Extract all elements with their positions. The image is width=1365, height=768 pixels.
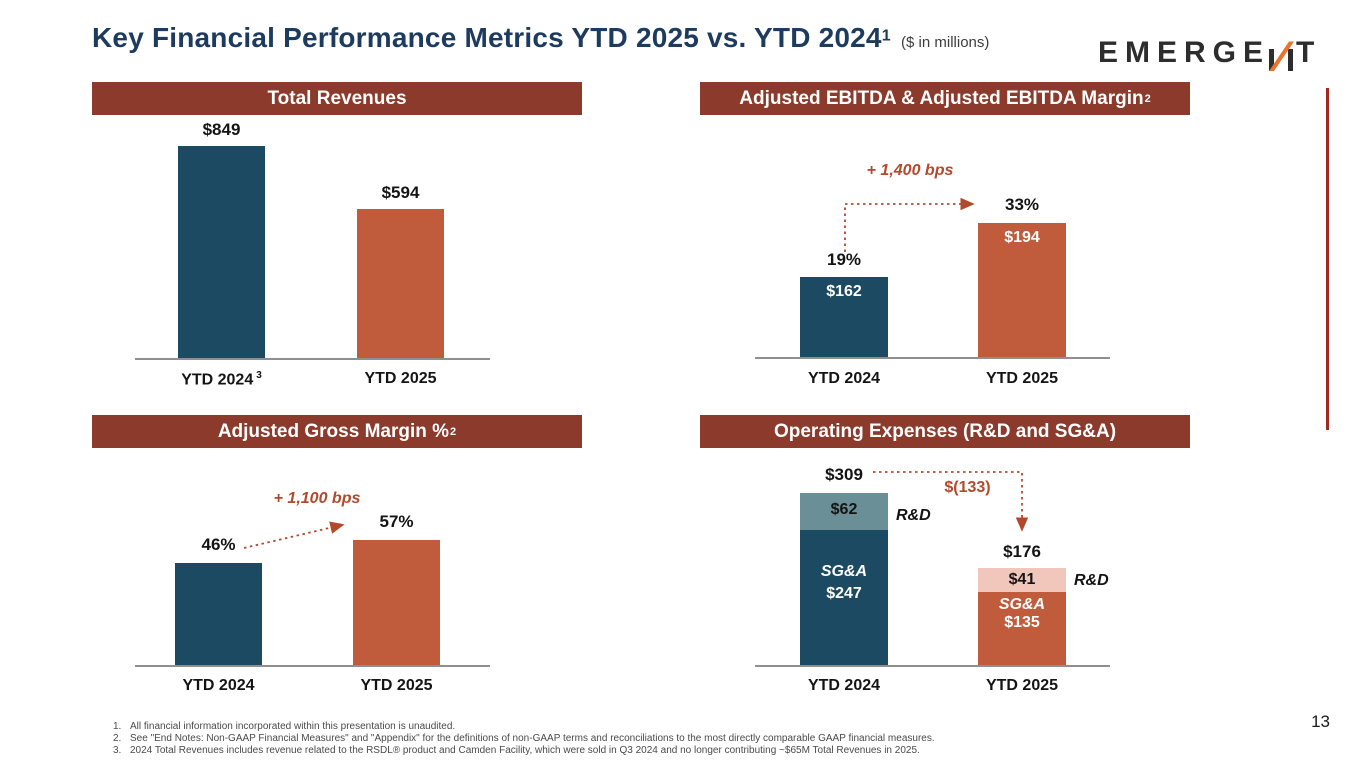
x-label-text: YTD 2024 bbox=[181, 371, 254, 389]
bar-value-label: 46% bbox=[201, 535, 236, 554]
panel-header-total-revenues: Total Revenues bbox=[92, 82, 582, 115]
x-label-ytd2025: YTD 2025 bbox=[360, 677, 433, 694]
x-label-ytd2025: YTD 2025 bbox=[985, 370, 1059, 387]
title-row: Key Financial Performance Metrics YTD 20… bbox=[92, 22, 989, 54]
logo-text-left: EMERGE bbox=[1098, 36, 1271, 69]
bar-ytd2024 bbox=[800, 277, 888, 357]
emergent-logo: EMERGE T bbox=[1098, 36, 1322, 71]
segment-rd-value: $41 bbox=[1008, 571, 1036, 588]
x-label-ytd2024: YTD 2024 bbox=[182, 677, 255, 694]
segment-rd-value: $62 bbox=[830, 501, 858, 518]
panel-gross-margin: Adjusted Gross Margin % 2 + 1,100 bps 46%… bbox=[92, 415, 582, 715]
segment-sga-name: SG&A bbox=[820, 563, 868, 580]
segment-sga-value: $135 bbox=[1004, 614, 1040, 631]
panel-header-gross-margin: Adjusted Gross Margin % 2 bbox=[92, 415, 582, 448]
panel-adjusted-ebitda: Adjusted EBITDA & Adjusted EBITDA Margin… bbox=[700, 82, 1190, 417]
x-label-ytd2025: YTD 2025 bbox=[985, 677, 1059, 694]
x-label-ytd2024: YTD 2024 bbox=[807, 677, 881, 694]
segment-sga-ytd2025 bbox=[978, 592, 1066, 665]
delta-annotation: $(133) bbox=[944, 479, 991, 496]
panel-title: Operating Expenses (R&D and SG&A) bbox=[773, 420, 1117, 442]
page-title: Key Financial Performance Metrics YTD 20… bbox=[92, 22, 882, 53]
bar-value-label: $849 bbox=[202, 120, 241, 139]
bps-annotation: + 1,400 bps bbox=[866, 162, 954, 179]
bps-annotation: + 1,100 bps bbox=[273, 490, 361, 507]
x-axis bbox=[135, 358, 490, 360]
x-axis bbox=[755, 357, 1110, 359]
footnote-2: 2. See "End Notes: Non-GAAP Financial Me… bbox=[113, 733, 1063, 745]
panel-title: Adjusted EBITDA & Adjusted EBITDA Margin bbox=[739, 87, 1144, 109]
bar-value-label: 57% bbox=[379, 512, 414, 531]
bar-total-label: $309 bbox=[825, 465, 863, 484]
bar-value-label: $162 bbox=[826, 283, 862, 300]
footnote-3: 3. 2024 Total Revenues includes revenue … bbox=[113, 745, 1063, 757]
rd-tag-ytd2025: R&D bbox=[1074, 572, 1109, 589]
footnotes: 1. All financial information incorporate… bbox=[113, 721, 1063, 757]
bar-ytd2025 bbox=[978, 223, 1066, 357]
segment-rd-ytd2024 bbox=[800, 493, 888, 530]
x-label-ytd2024: YTD 2024 3 bbox=[148, 370, 295, 389]
footnote-number: 1. bbox=[113, 721, 122, 732]
bar-value-label: $594 bbox=[381, 183, 420, 202]
segment-sga-value: $247 bbox=[826, 585, 862, 602]
x-axis bbox=[755, 665, 1110, 667]
rd-tag-ytd2024: R&D bbox=[896, 507, 931, 524]
segment-rd-ytd2025 bbox=[978, 568, 1066, 592]
dotted-arrow-icon bbox=[873, 471, 1029, 532]
panel-title-footnote-marker: 2 bbox=[1144, 92, 1151, 105]
footnote-number: 2. bbox=[113, 733, 122, 744]
panel-title: Adjusted Gross Margin % bbox=[217, 420, 450, 442]
segment-sga-ytd2024 bbox=[800, 530, 888, 665]
logo-letter-n-icon bbox=[1269, 41, 1295, 71]
dotted-arrow-icon bbox=[844, 197, 975, 252]
logo-text-right: T bbox=[1296, 36, 1322, 69]
x-label-footnote-marker: 3 bbox=[256, 370, 262, 381]
bar-ytd2024 bbox=[175, 563, 262, 665]
units-note: ($ in millions) bbox=[901, 34, 990, 51]
title-footnote-marker: 1 bbox=[881, 27, 891, 45]
footnote-text: See "End Notes: Non-GAAP Financial Measu… bbox=[130, 733, 935, 744]
panel-title: Total Revenues bbox=[267, 87, 407, 109]
dotted-arrow-icon bbox=[243, 521, 345, 549]
panel-title-footnote-marker: 2 bbox=[450, 425, 457, 438]
x-label-ytd2024: YTD 2024 bbox=[807, 370, 881, 387]
bar-ytd2025 bbox=[353, 540, 440, 665]
panel-header-operating-expenses: Operating Expenses (R&D and SG&A) bbox=[700, 415, 1190, 448]
bar-ytd2024 bbox=[178, 146, 265, 358]
segment-sga-name: SG&A bbox=[998, 596, 1046, 613]
panel-header-adjusted-ebitda: Adjusted EBITDA & Adjusted EBITDA Margin… bbox=[700, 82, 1190, 115]
bar-value-label: $194 bbox=[1004, 229, 1040, 246]
margin-label-ytd2025: 33% bbox=[1004, 195, 1040, 214]
panel-total-revenues: Total Revenues $849 $594 YTD 2024 3 YTD 2… bbox=[92, 82, 582, 417]
accent-divider bbox=[1326, 88, 1329, 430]
panel-operating-expenses: Operating Expenses (R&D and SG&A) $(133)… bbox=[700, 415, 1190, 715]
footnote-1: 1. All financial information incorporate… bbox=[113, 721, 1063, 733]
margin-label-ytd2024: 19% bbox=[826, 250, 862, 269]
bar-ytd2025 bbox=[357, 209, 444, 358]
page-number: 13 bbox=[1311, 712, 1330, 731]
footnote-number: 3. bbox=[113, 745, 122, 756]
x-label-ytd2025: YTD 2025 bbox=[364, 370, 437, 387]
x-axis bbox=[135, 665, 490, 667]
footnote-text: All financial information incorporated w… bbox=[130, 721, 456, 732]
bar-total-label: $176 bbox=[1003, 542, 1041, 561]
footnote-text: 2024 Total Revenues includes revenue rel… bbox=[130, 745, 920, 756]
